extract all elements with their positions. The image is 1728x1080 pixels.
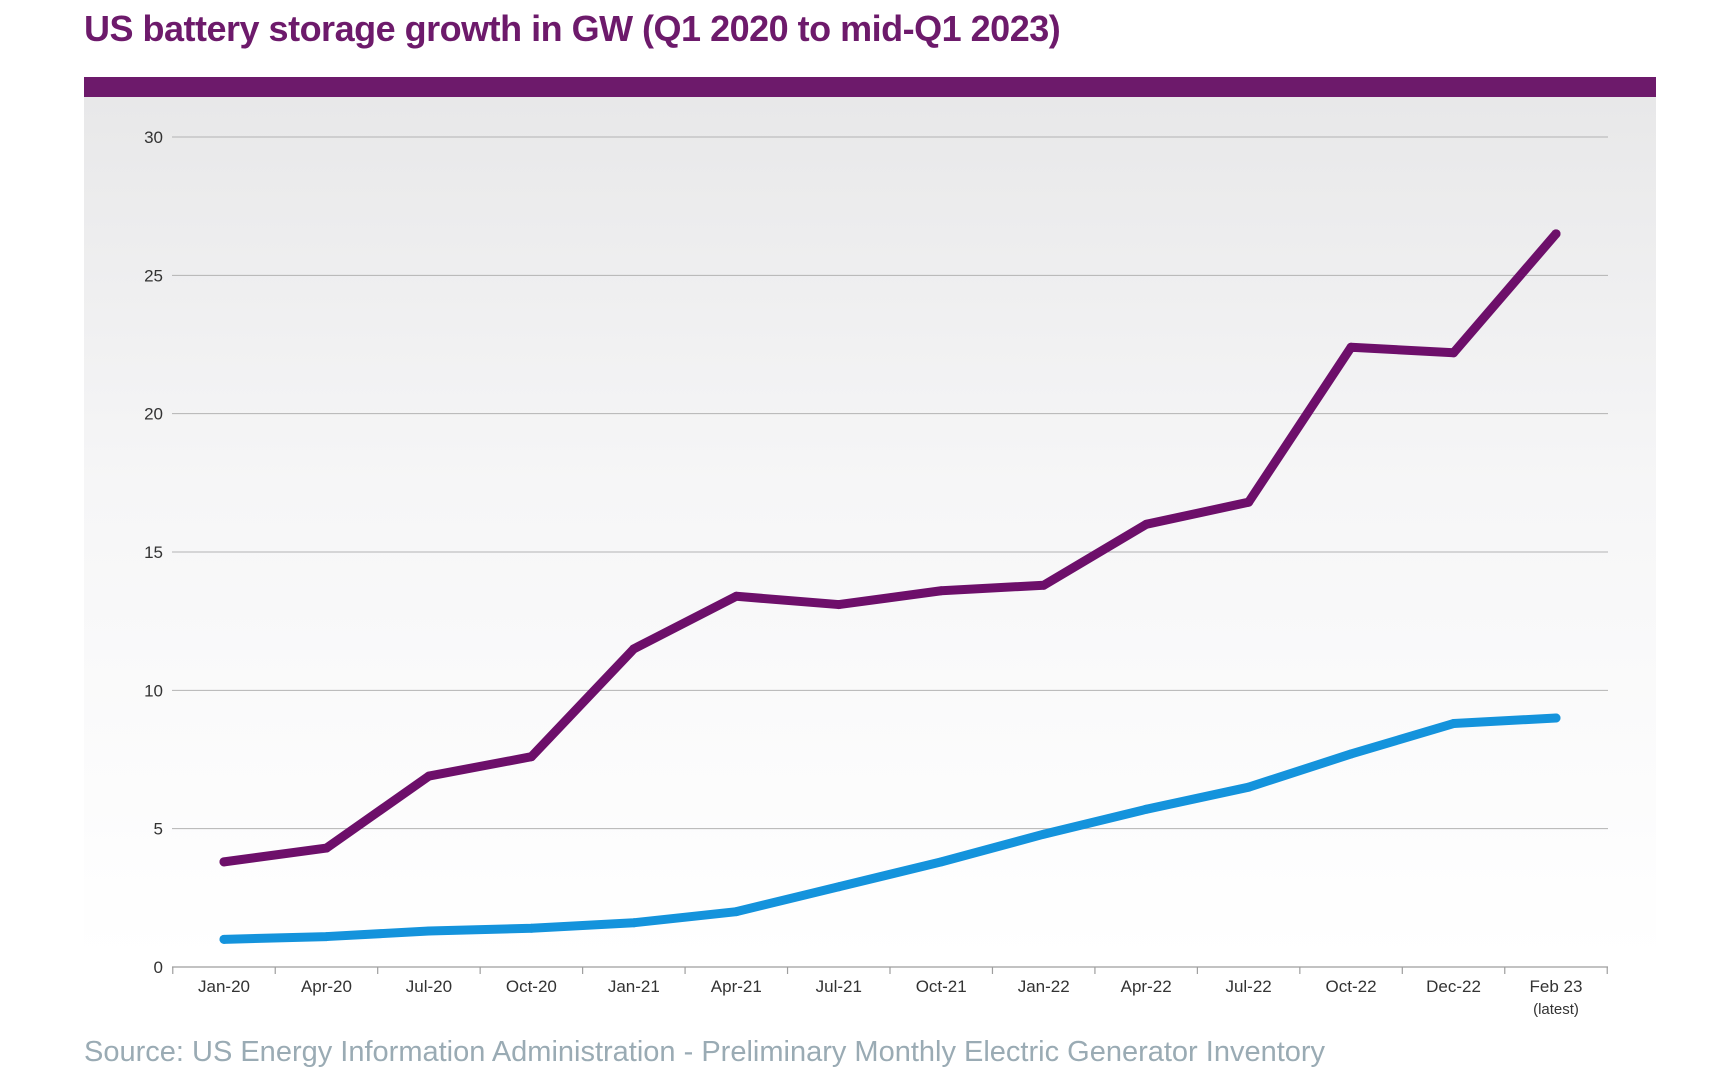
data-point-purple (1551, 229, 1561, 239)
y-tick-label: 20 (144, 405, 163, 424)
x-tick-label: Apr-21 (711, 977, 762, 996)
y-tick-label: 0 (154, 958, 163, 977)
data-point-blue (1449, 719, 1459, 729)
data-point-blue (1346, 749, 1356, 759)
data-point-purple (936, 586, 946, 596)
data-point-purple (1346, 342, 1356, 352)
data-point-purple (1141, 519, 1151, 529)
x-tick-label: Jul-21 (816, 977, 862, 996)
x-axis-ticks: Jan-20 Apr-20 Jul-20 Oct-20 Jan-21 Apr-21 Jul-… (198, 977, 1582, 1018)
header-bar (84, 77, 1656, 97)
x-tick-label: Jan-20 (198, 977, 250, 996)
y-tick-label: 30 (144, 128, 163, 147)
data-point-blue (424, 926, 434, 936)
data-point-blue (1039, 829, 1049, 839)
gridlines (172, 136, 1608, 830)
chart-title: US battery storage growth in GW (Q1 2020… (84, 8, 1061, 49)
x-tick-sublabel: (latest) (1533, 1001, 1579, 1018)
data-point-purple (219, 857, 229, 867)
x-tick-label: Jul-22 (1225, 977, 1271, 996)
y-tick-label: 10 (144, 681, 163, 700)
x-tick-label: Apr-20 (301, 977, 352, 996)
source-note: Source: US Energy Information Administra… (84, 1036, 1326, 1068)
x-tick-label: Feb 23 (1530, 977, 1583, 996)
x-tick-label: Oct-22 (1326, 977, 1377, 996)
x-tick-label: Oct-21 (916, 977, 967, 996)
x-tick-label: Jan-22 (1018, 977, 1070, 996)
y-tick-label: 15 (144, 543, 163, 562)
data-point-purple (321, 843, 331, 853)
x-tick-label: Apr-22 (1121, 977, 1172, 996)
data-point-purple (731, 591, 741, 601)
data-point-blue (1551, 713, 1561, 723)
data-point-purple (526, 752, 536, 762)
series-line-purple (219, 229, 1561, 867)
data-point-purple (1244, 497, 1254, 507)
data-point-blue (321, 932, 331, 942)
data-point-purple (629, 644, 639, 654)
data-point-blue (526, 923, 536, 933)
data-point-purple (1449, 348, 1459, 358)
data-point-blue (936, 857, 946, 867)
x-tick-label: Jul-20 (406, 977, 452, 996)
x-axis (172, 966, 1608, 974)
data-point-blue (731, 907, 741, 917)
y-tick-label: 25 (144, 266, 163, 285)
data-point-purple (834, 600, 844, 610)
data-point-blue (1244, 782, 1254, 792)
series-lines (219, 229, 1561, 944)
data-point-blue (1141, 804, 1151, 814)
data-point-purple (1039, 580, 1049, 590)
data-point-purple (424, 771, 434, 781)
data-point-blue (219, 934, 229, 944)
data-point-blue (834, 882, 844, 892)
chart-panel (84, 97, 1656, 960)
data-point-blue (629, 918, 639, 928)
series-line-blue (219, 713, 1561, 944)
x-tick-label: Oct-20 (506, 977, 557, 996)
y-tick-label: 5 (154, 820, 163, 839)
y-axis-ticks: 0 5 10 15 20 25 30 (144, 128, 163, 977)
x-tick-label: Dec-22 (1426, 977, 1481, 996)
x-tick-label: Jan-21 (608, 977, 660, 996)
